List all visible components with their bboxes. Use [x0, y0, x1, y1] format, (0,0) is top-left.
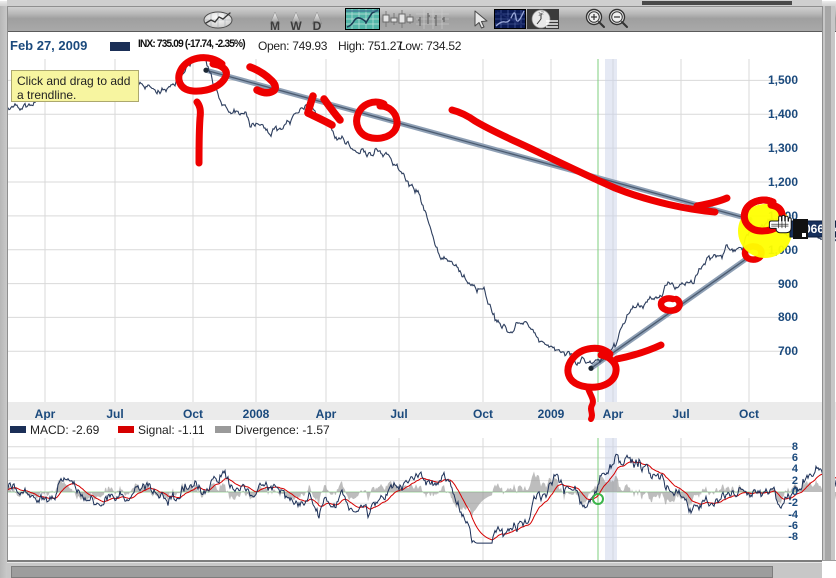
svg-text:2: 2: [541, 11, 544, 17]
